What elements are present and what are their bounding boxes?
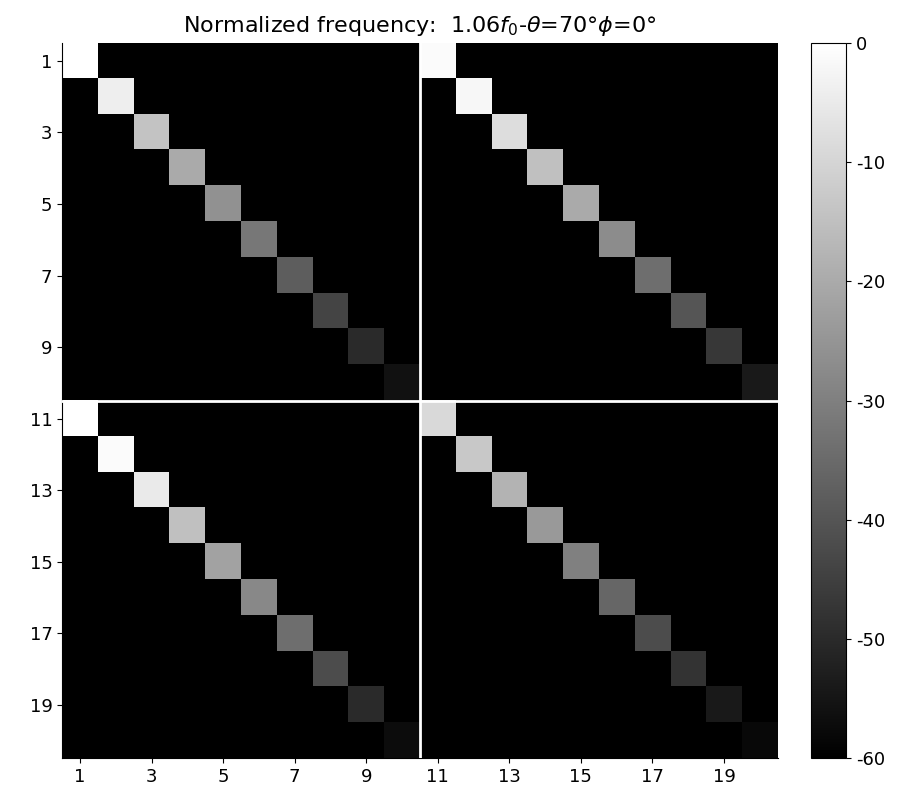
Title: Normalized frequency:  1.06$\it{f}_0$-$\theta$=70°$\phi$=0°: Normalized frequency: 1.06$\it{f}_0$-$\t…: [184, 14, 657, 38]
